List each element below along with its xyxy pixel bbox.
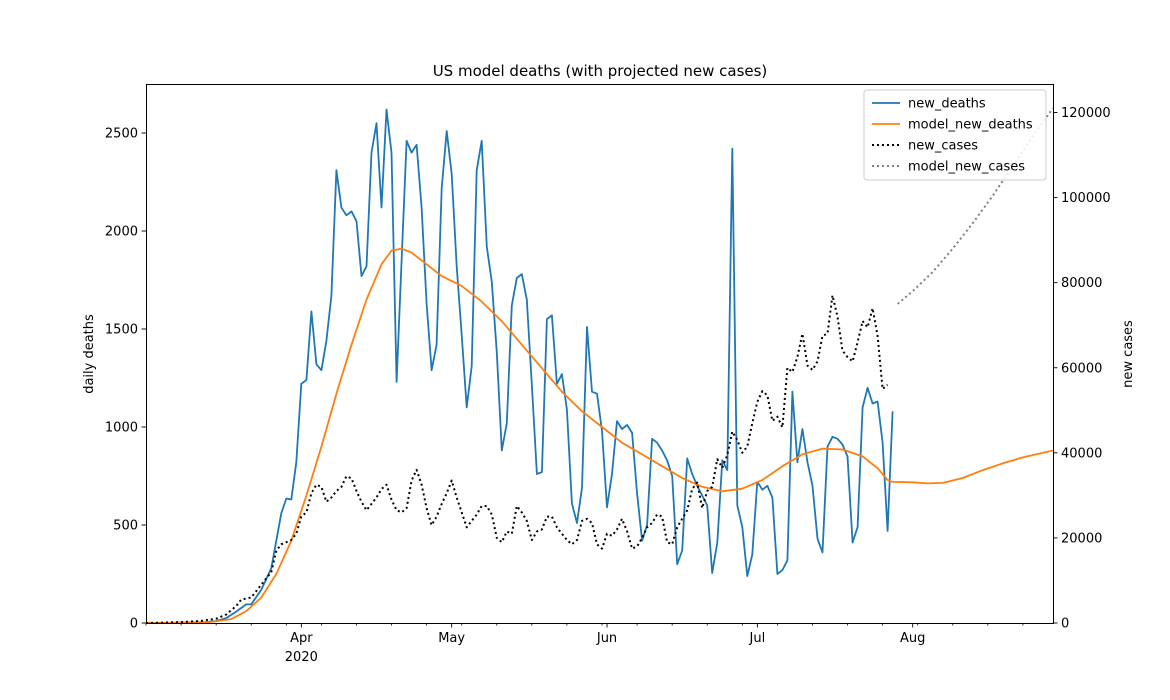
x-tick-label: Aug — [900, 631, 925, 646]
y-tick-label: 2500 — [105, 127, 138, 142]
y2-tick-label: 120000 — [1061, 106, 1111, 121]
y2-tick-label: 40000 — [1061, 446, 1102, 461]
plot-frame — [146, 84, 1054, 624]
series-new-deaths-line — [146, 108, 894, 623]
chart-title: US model deaths (with projected new case… — [433, 62, 768, 80]
series-model-new-deaths-line — [146, 247, 1053, 623]
y-axis-right: 0 20000 40000 60000 80000 100000 120000 — [1053, 106, 1111, 632]
x-tick-label: May — [438, 631, 465, 646]
y-axis-left: 0 500 1000 1500 2000 2500 — [105, 127, 146, 632]
x-tick-label: Apr — [290, 631, 313, 646]
series-model-new-cases-line — [897, 107, 1053, 305]
y2-tick-label: 60000 — [1061, 361, 1102, 376]
y-tick-label: 0 — [130, 617, 138, 632]
y2-tick-label: 100000 — [1061, 191, 1111, 206]
y-tick-label: 500 — [113, 519, 138, 534]
legend-box — [863, 89, 1047, 181]
legend-label-model-new-cases: model_new_cases — [908, 160, 1025, 175]
y2-tick-label: 0 — [1061, 617, 1069, 632]
legend-label-new-deaths: new_deaths — [908, 97, 986, 112]
legend: new_deaths model_new_deaths new_casesmodel… — [863, 89, 1047, 181]
legend-label-new-cases: new_cases — [908, 139, 978, 154]
y-axis-label: daily deaths — [82, 314, 97, 394]
series-layer — [146, 107, 1053, 623]
y-tick-label: 1000 — [105, 421, 138, 436]
x-tick-label: Jun — [596, 631, 617, 646]
x-axis: Apr 2020 May Jun Jul Aug — [145, 623, 1024, 665]
x-tick-sublabel: 2020 — [285, 650, 318, 665]
y-tick-label: 2000 — [105, 225, 138, 240]
series-new-cases-line — [146, 294, 889, 623]
x-tick-label: Jul — [749, 631, 766, 646]
y2-tick-label: 80000 — [1061, 276, 1102, 291]
y-tick-label: 1500 — [105, 323, 138, 338]
y2-tick-label: 20000 — [1061, 531, 1102, 546]
y2-axis-label: new cases — [1121, 320, 1136, 388]
legend-label-model-new-deaths: model_new_deaths — [908, 118, 1033, 133]
